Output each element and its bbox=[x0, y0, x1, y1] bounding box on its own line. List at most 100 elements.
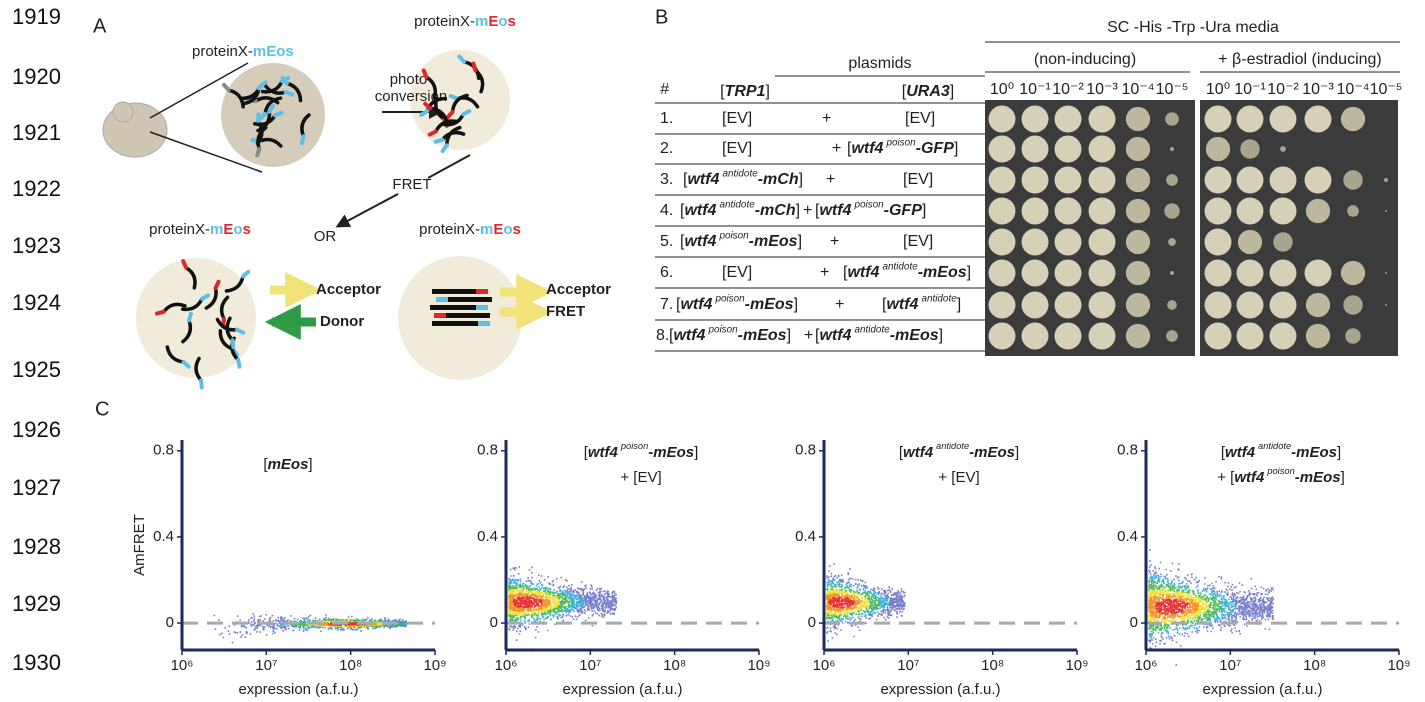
plate bbox=[1200, 100, 1398, 356]
text-tag: -mEos bbox=[745, 296, 794, 313]
line-number: 1930 bbox=[12, 650, 61, 675]
colony-spot bbox=[1273, 232, 1292, 251]
arrow-label: FRET bbox=[546, 303, 585, 320]
text-sup: antidote bbox=[854, 324, 890, 335]
label-part: E bbox=[223, 221, 233, 238]
colony-spot bbox=[1126, 261, 1150, 285]
dilution: 10⁻³ bbox=[1302, 81, 1334, 98]
plus: + bbox=[835, 296, 844, 313]
colony-spot bbox=[1341, 261, 1365, 285]
x-tick-label: 10⁸ bbox=[339, 657, 362, 674]
construct: [wtf4poison-GFP] bbox=[847, 137, 958, 157]
colony-spot bbox=[1385, 304, 1387, 306]
x-tick-label: 10⁸ bbox=[663, 657, 686, 674]
text-sup: poison bbox=[885, 137, 916, 148]
colony-spot bbox=[989, 136, 1016, 163]
fluorophore bbox=[474, 64, 476, 71]
colony-spot bbox=[1240, 139, 1259, 158]
fluorophore bbox=[238, 360, 239, 367]
text-close: ] bbox=[694, 444, 698, 461]
fluorophore bbox=[189, 314, 191, 321]
colony-spot bbox=[989, 260, 1016, 287]
text-gene: wtf4 bbox=[684, 233, 716, 250]
construct: [wtf4antidote-mEos] bbox=[815, 324, 943, 344]
colony-spot bbox=[1089, 292, 1116, 319]
fluorophore bbox=[275, 113, 281, 116]
colony-spot bbox=[1237, 167, 1264, 194]
construct: [wtf4antidote-mEos] bbox=[843, 261, 971, 281]
colony-spot bbox=[1168, 238, 1176, 246]
colony-spot bbox=[1126, 324, 1150, 348]
plot-title: [mEos] bbox=[263, 456, 312, 473]
colony-spot bbox=[1345, 328, 1361, 344]
plus: + bbox=[832, 140, 841, 157]
yeast-bud bbox=[113, 102, 133, 122]
colony-spot bbox=[1089, 167, 1116, 194]
colony-spot bbox=[1205, 106, 1232, 133]
arrow-label: Acceptor bbox=[546, 281, 611, 298]
colony-spot bbox=[1237, 292, 1264, 319]
row-number: 8. bbox=[656, 327, 669, 344]
protein-label: proteinX-mEos bbox=[192, 43, 294, 60]
protein-label: proteinX-mEos bbox=[419, 221, 521, 238]
text-close: ] bbox=[950, 83, 954, 100]
dilution: 10⁰ bbox=[1206, 81, 1230, 98]
row-number: 1. bbox=[660, 110, 673, 127]
text-gene: wtf4 bbox=[1225, 444, 1256, 461]
construct: [EV] bbox=[722, 140, 752, 157]
fluorophore bbox=[451, 96, 457, 99]
dilution: 10⁻² bbox=[1052, 81, 1084, 98]
dilution: 10⁻¹ bbox=[1019, 81, 1051, 98]
label-part: proteinX- bbox=[414, 13, 475, 30]
condition: (non-inducing) bbox=[1034, 51, 1136, 68]
colony-spot bbox=[1270, 106, 1297, 133]
colony-spot bbox=[1089, 198, 1116, 225]
y-tick-label: 0.4 bbox=[795, 528, 816, 545]
colony-spot bbox=[1089, 106, 1116, 133]
row-number: 4. bbox=[660, 202, 673, 219]
label-part: s bbox=[513, 221, 521, 238]
text-sup: poison bbox=[707, 324, 738, 335]
row-number: 6. bbox=[660, 264, 673, 281]
text-tag: -GFP bbox=[884, 202, 923, 219]
colony-spot bbox=[1237, 323, 1264, 350]
colony-spot bbox=[989, 292, 1016, 319]
arrow bbox=[338, 194, 398, 226]
x-axis-label: expression (a.f.u.) bbox=[880, 681, 1000, 698]
protein-label: proteinX-mEos bbox=[414, 13, 516, 30]
colony-spot bbox=[1022, 167, 1049, 194]
colony-spot bbox=[1126, 230, 1150, 254]
text-sup: poison bbox=[853, 199, 884, 210]
text-gene: wtf4 bbox=[819, 327, 851, 344]
label-part: s bbox=[243, 221, 251, 238]
colony-spot bbox=[1055, 229, 1082, 256]
y-tick-label: 0.4 bbox=[477, 528, 498, 545]
label-part: proteinX- bbox=[149, 221, 210, 238]
line-number: 1925 bbox=[12, 357, 61, 382]
colony-spot bbox=[1089, 136, 1116, 163]
panel-b: BSC -His -Trp -Ura media(non-inducing)+ … bbox=[655, 6, 1402, 356]
label-part: o bbox=[503, 221, 512, 238]
colony-spot bbox=[1167, 300, 1177, 310]
text-tag: -mEos bbox=[648, 444, 694, 461]
colony-spot bbox=[1205, 260, 1232, 287]
label-part: proteinX- bbox=[419, 221, 480, 238]
plus: + bbox=[820, 264, 829, 281]
colony-spot bbox=[1022, 229, 1049, 256]
colony-spot bbox=[1238, 230, 1262, 254]
colony-spot bbox=[1055, 106, 1082, 133]
colony-spot bbox=[1166, 174, 1178, 186]
colony-spot bbox=[1022, 136, 1049, 163]
construct: [EV] bbox=[722, 264, 752, 281]
y-tick-label: 0.4 bbox=[1117, 528, 1138, 545]
fluorophore bbox=[216, 282, 219, 288]
text-sup: antidote bbox=[722, 168, 758, 179]
plus: + bbox=[822, 110, 831, 127]
colony-spot bbox=[1306, 293, 1330, 317]
colony-spot bbox=[1170, 147, 1174, 151]
colony-spot bbox=[1270, 323, 1297, 350]
y-axis-label: AmFRET bbox=[131, 514, 148, 576]
y-tick-label: 0.8 bbox=[153, 442, 174, 459]
line-number: 1922 bbox=[12, 176, 61, 201]
